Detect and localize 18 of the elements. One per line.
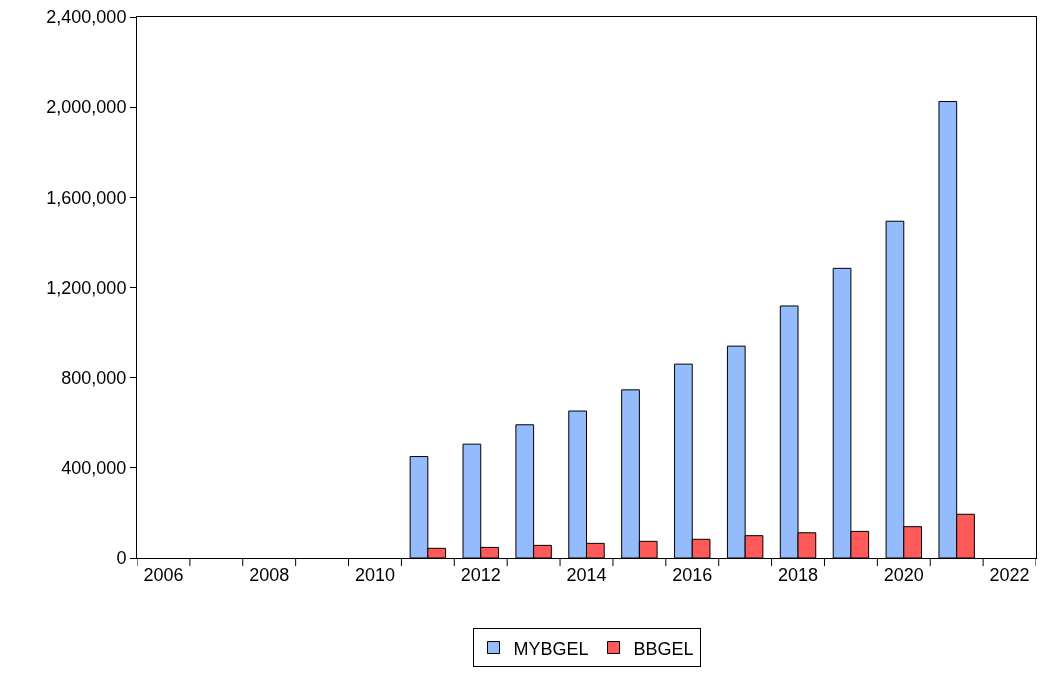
x-tick-label: 2008 bbox=[249, 564, 290, 585]
x-tick-label: 2010 bbox=[354, 564, 395, 585]
y-tick-label: 400,000 bbox=[61, 458, 127, 479]
y-tick-label: 1,200,000 bbox=[46, 277, 127, 298]
y-tick-label: 800,000 bbox=[61, 367, 127, 388]
y-tick-label: 1,600,000 bbox=[46, 187, 127, 208]
legend-label: BBGEL bbox=[633, 638, 694, 659]
x-tick-label: 2020 bbox=[883, 564, 924, 585]
x-tick-label: 2014 bbox=[566, 564, 607, 585]
y-tick-label: 0 bbox=[116, 548, 127, 569]
x-tick-label: 2006 bbox=[143, 564, 184, 585]
x-tick-label: 2012 bbox=[460, 564, 501, 585]
legend-label: MYBGEL bbox=[513, 638, 589, 659]
x-tick-label: 2018 bbox=[778, 564, 819, 585]
x-tick-label: 2016 bbox=[672, 564, 713, 585]
y-tick-label: 2,000,000 bbox=[46, 97, 127, 118]
y-tick-label: 2,400,000 bbox=[46, 7, 127, 28]
x-tick-label: 2022 bbox=[989, 564, 1030, 585]
